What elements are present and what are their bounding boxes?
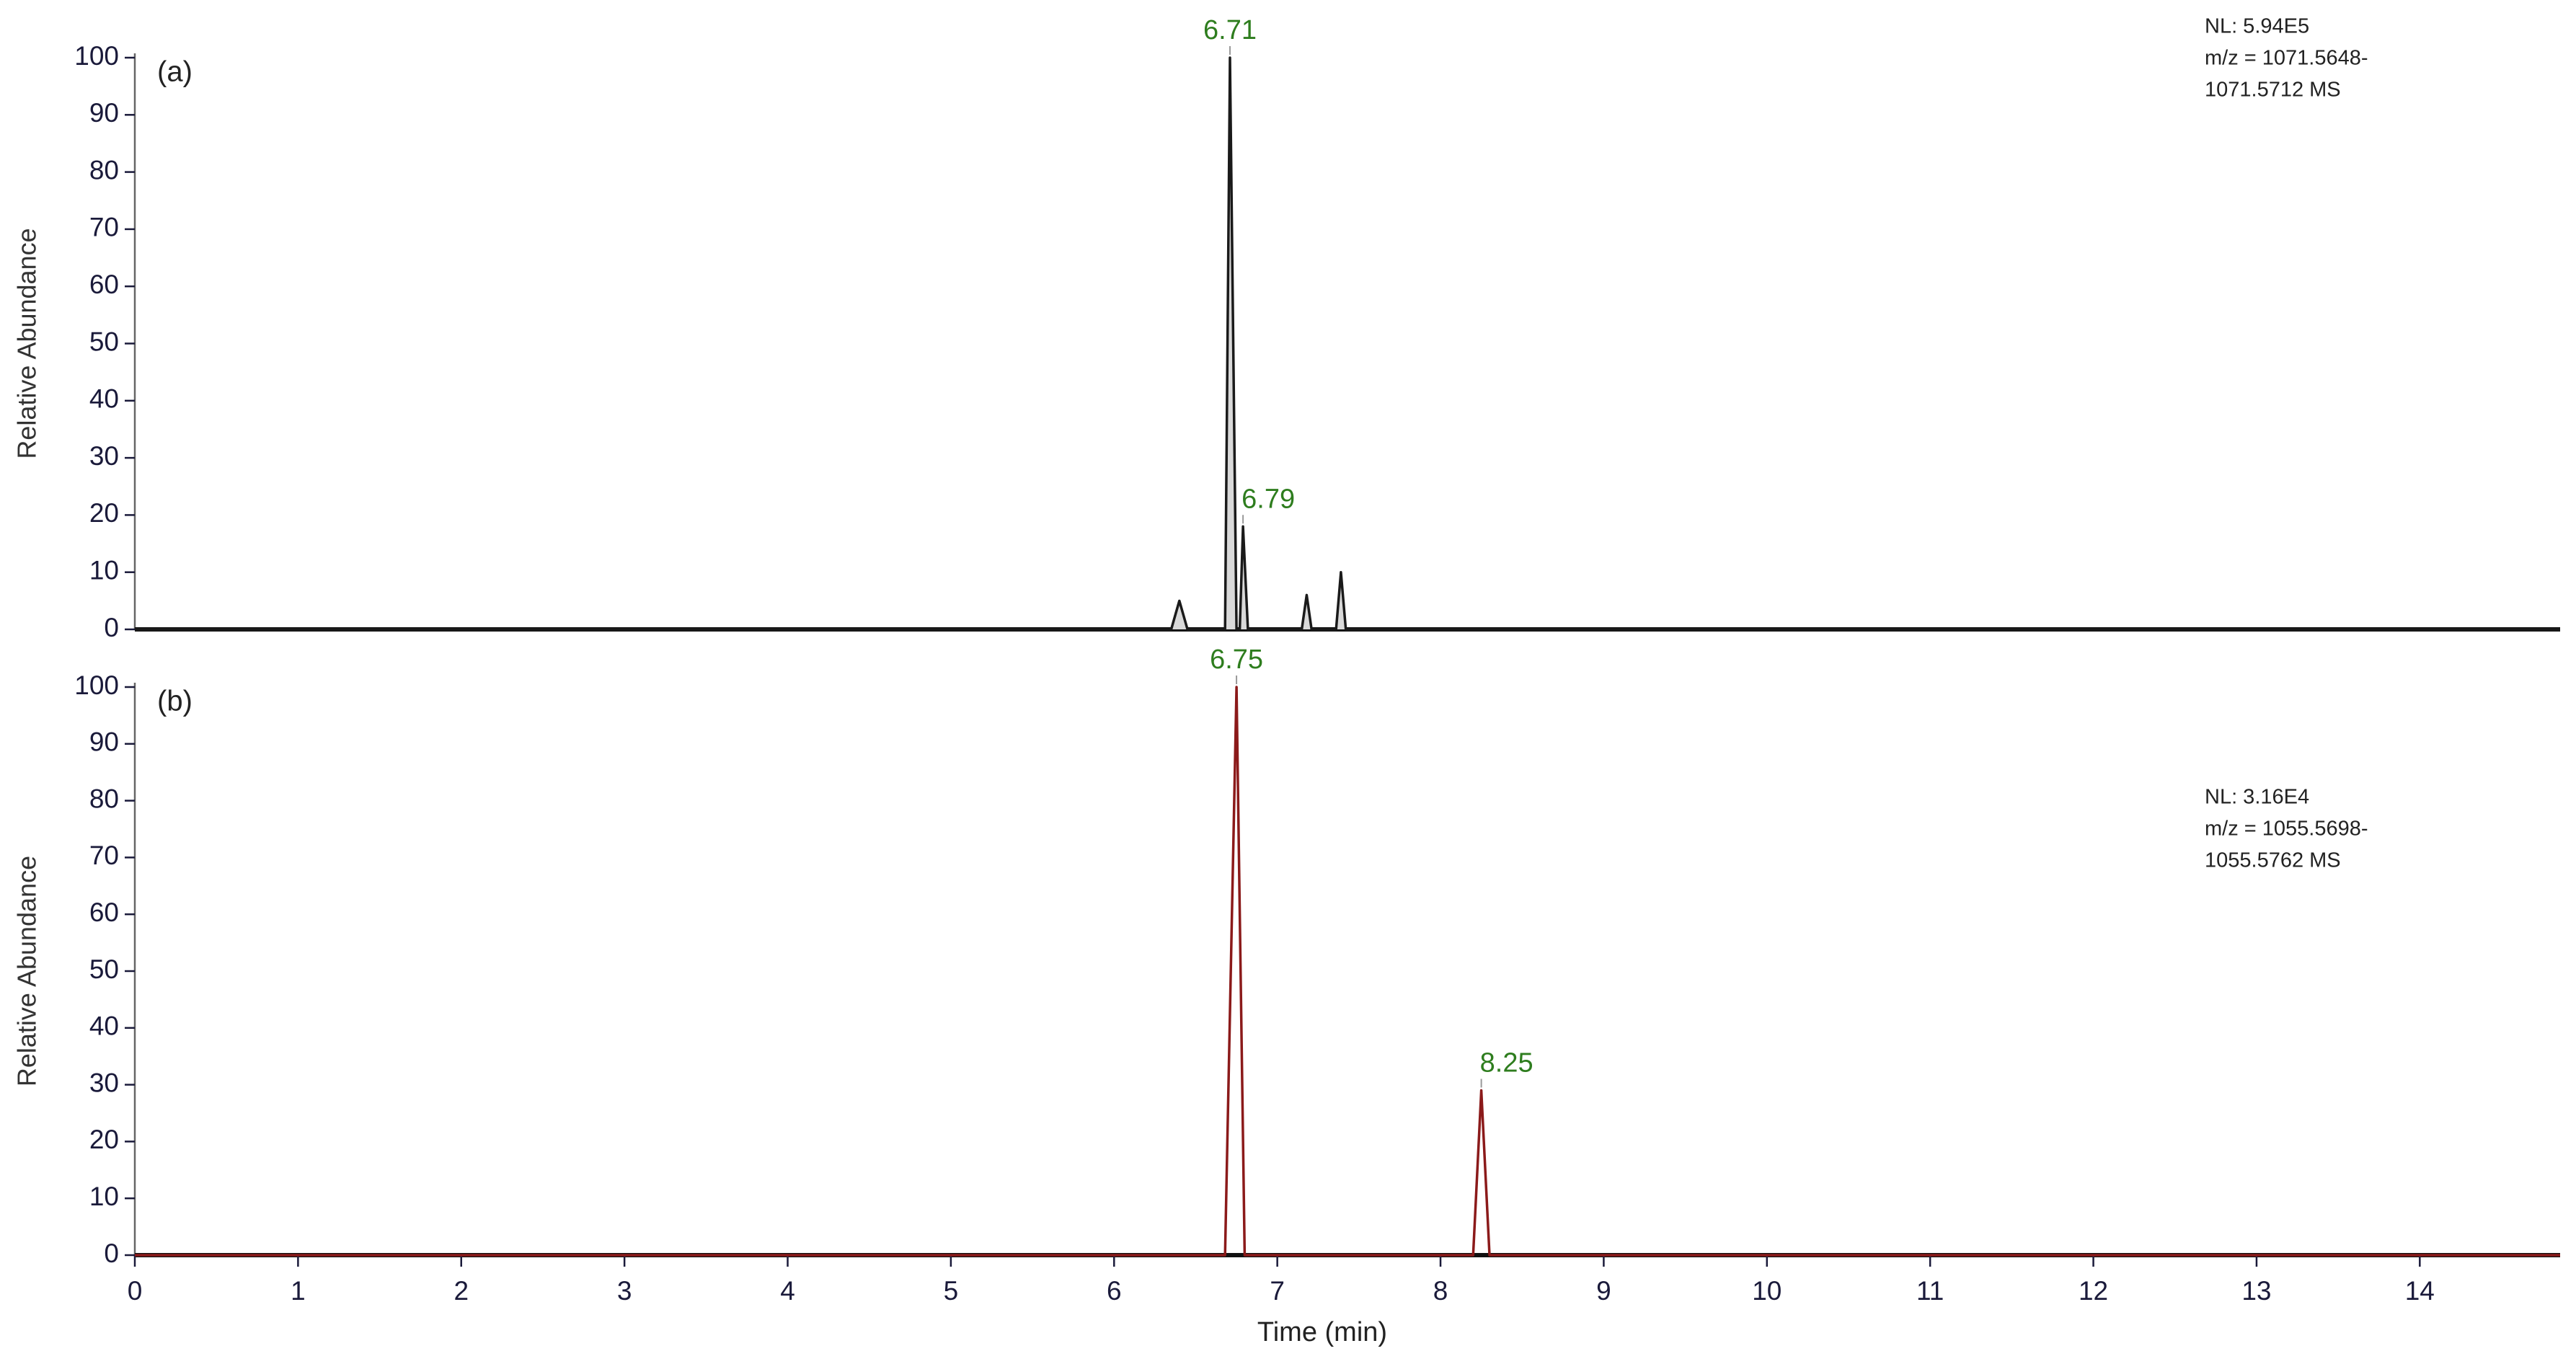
- y-tick-label: 40: [89, 384, 119, 414]
- line: [135, 686, 2560, 1257]
- annotation: 1071.5712 MS: [2205, 79, 2341, 102]
- y-tick-label: 90: [89, 727, 119, 757]
- y-tick-label: 20: [89, 1125, 119, 1154]
- x-tick-label: 14: [2405, 1276, 2435, 1306]
- x-tick-label: 0: [128, 1276, 143, 1306]
- x-tick-label: 10: [1752, 1276, 1781, 1306]
- annotation: 1055.5762 MS: [2205, 849, 2341, 872]
- y-tick-label: 80: [89, 155, 119, 185]
- y-tick-label: 50: [89, 327, 119, 356]
- x-tick-label: 5: [944, 1276, 959, 1306]
- peak-label: 6.71: [1203, 15, 1257, 45]
- y-tick-label: 90: [89, 98, 119, 128]
- y-tick-label: 20: [89, 498, 119, 528]
- x-tick-label: 11: [1916, 1276, 1944, 1306]
- y-axis-title: Relative Abundance: [12, 228, 42, 459]
- peak-label: 6.79: [1241, 484, 1295, 514]
- y-tick-label: 0: [104, 1239, 119, 1268]
- x-tick-label: 6: [1107, 1276, 1122, 1306]
- x-tick-label: 12: [2079, 1276, 2108, 1306]
- y-tick-label: 60: [89, 898, 119, 927]
- y-tick-label: 10: [89, 1182, 119, 1211]
- y-tick-label: 10: [89, 555, 119, 585]
- area: [135, 58, 2560, 629]
- panel-label: (a): [157, 56, 192, 88]
- y-tick-label: 0: [104, 613, 119, 642]
- annotation: m/z = 1055.5698-: [2205, 818, 2368, 841]
- y-tick-label: 80: [89, 784, 119, 813]
- y-tick-label: 70: [89, 841, 119, 870]
- x-tick-label: 3: [617, 1276, 632, 1306]
- peak-label: 6.75: [1210, 645, 1263, 675]
- y-tick-label: 100: [74, 670, 119, 700]
- x-axis-title: Time (min): [1257, 1317, 1387, 1347]
- line: [135, 56, 2560, 631]
- y-tick-label: 100: [74, 41, 119, 71]
- annotation: NL: 5.94E5: [2205, 15, 2309, 38]
- y-tick-label: 40: [89, 1011, 119, 1041]
- x-tick-label: 13: [2241, 1276, 2271, 1306]
- panel-label: (b): [157, 686, 192, 717]
- x-tick-label: 1: [291, 1276, 306, 1306]
- y-tick-label: 60: [89, 270, 119, 299]
- annotation: m/z = 1071.5648-: [2205, 47, 2368, 70]
- y-tick-label: 30: [89, 1068, 119, 1097]
- x-tick-label: 7: [1270, 1276, 1285, 1306]
- y-tick-label: 50: [89, 955, 119, 984]
- x-tick-label: 4: [780, 1276, 795, 1306]
- peak-label: 8.25: [1480, 1048, 1533, 1079]
- annotation: NL: 3.16E4: [2205, 786, 2309, 809]
- y-axis-title: Relative Abundance: [12, 856, 42, 1086]
- x-tick-label: 2: [453, 1276, 469, 1306]
- x-tick-label: 9: [1596, 1276, 1611, 1306]
- y-tick-label: 70: [89, 213, 119, 242]
- y-tick-label: 30: [89, 441, 119, 471]
- x-tick-label: 8: [1433, 1276, 1448, 1306]
